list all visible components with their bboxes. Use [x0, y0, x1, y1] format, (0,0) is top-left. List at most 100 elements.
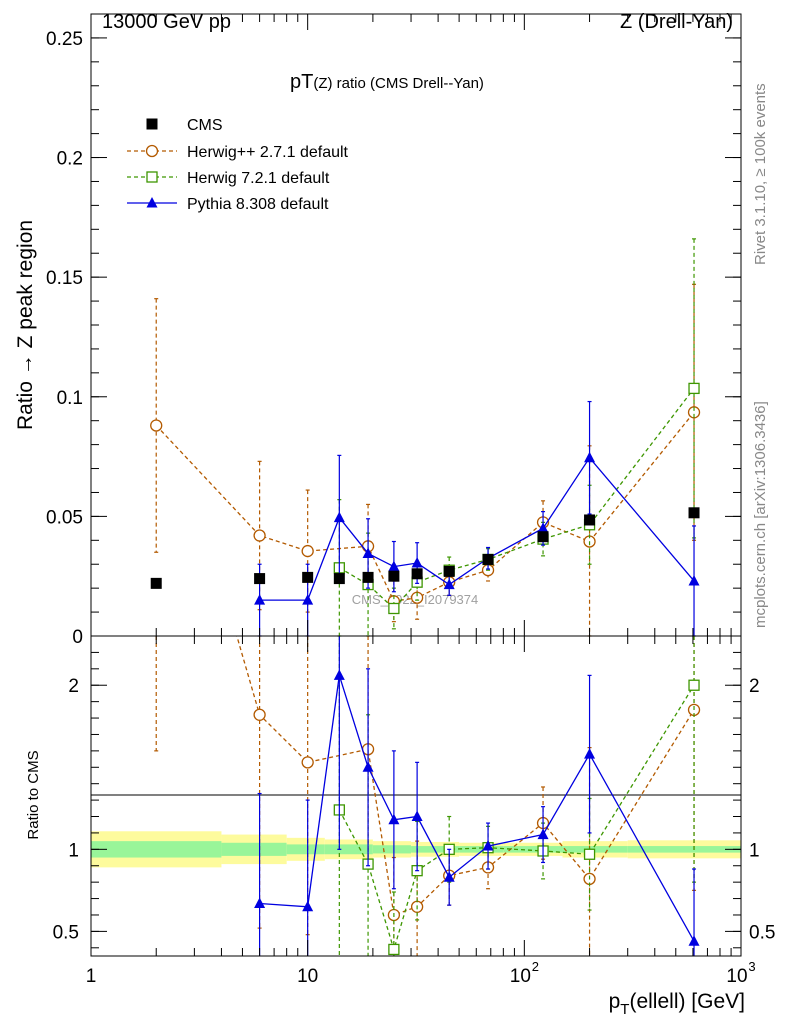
main-point-pythia-8-308-default [537, 522, 549, 533]
main-title: pT(Z) ratio (CMS Drell--Yan) [290, 71, 484, 93]
main-point-herwig-2-7-1-default [253, 529, 266, 542]
ratio-frame [90, 635, 742, 957]
ratio-bands [91, 831, 741, 868]
main-point-pythia-8-308-default [443, 578, 455, 590]
legend-entry-herwig-2-7-1-default: Herwig++ 2.7.1 default [127, 144, 349, 161]
main-point-herwig-2-7-1-default [410, 591, 424, 604]
ratio-point-herwig-2-7-1-default [253, 708, 266, 721]
main-point-herwig-7-2-1-default [388, 602, 400, 615]
main-ytick-label: 0.2 [57, 149, 83, 170]
ratio-band-inner [324, 844, 373, 855]
legend-entry-cms: CMS [146, 117, 223, 134]
main-series-layer [150, 238, 701, 637]
main-point-pythia-8-308-default [584, 451, 596, 463]
ratio-point-pythia-8-308-default [362, 761, 374, 772]
legend-entry-pythia-8-308-default: Pythia 8.308 default [127, 196, 329, 213]
main-ticks: 0 0.05 0.1 0.15 0.2 0.25 [46, 14, 742, 648]
main-ytick-label: 0.1 [57, 388, 83, 409]
ratio-point-pythia-8-308-default [537, 828, 549, 840]
ratio-band-inner [91, 841, 222, 858]
legend-label: Herwig++ 2.7.1 default [187, 144, 349, 161]
x-ticks: 1 10 10 2 10 3 [86, 636, 756, 987]
ratio-band-inner [372, 845, 412, 854]
legend-label: Herwig 7.2.1 default [187, 170, 330, 187]
header-right: Z (Drell-Yan) [620, 11, 733, 33]
main-line-herwig-7-2-1-default [339, 388, 695, 610]
x-tick-label: 10 [726, 966, 747, 987]
main-point-cms [333, 573, 345, 585]
xlabel-rest: (ellell) [GeV] [629, 990, 745, 1013]
x-tick-label-exponent: 2 [532, 959, 539, 974]
main-point-cms [388, 570, 400, 582]
legend-marker [146, 197, 158, 208]
main-ytick-label: 0 [72, 627, 83, 648]
main-point-pythia-8-308-default [362, 547, 374, 558]
ratio-line-pythia-8-308-default [259, 675, 695, 942]
ratio-point-pythia-8-308-default [302, 900, 314, 912]
x-tick-label-exponent: 3 [748, 959, 755, 974]
main-ylabel: Ratio → Z peak region [14, 220, 37, 430]
ratio-ytick-label-right: 1 [749, 840, 760, 861]
main-point-cms [537, 531, 549, 543]
main-series-cms [150, 507, 700, 589]
x-tick-label: 10 [510, 966, 531, 987]
x-tick-label: 1 [86, 966, 97, 987]
ratio-point-herwig-7-2-1-default [388, 943, 400, 956]
ratio-series-layer [154, 636, 701, 956]
main-series-herwig-2-7-1-default [150, 283, 701, 637]
xlabel-sub: T [620, 1001, 629, 1018]
main-point-pythia-8-308-default [688, 574, 700, 586]
ratio-ytick-label-left: 2 [68, 676, 79, 697]
main-ytick-label: 0.25 [46, 29, 83, 50]
main-point-herwig-2-7-1-default [150, 419, 163, 432]
legend-entry-herwig-7-2-1-default: Herwig 7.2.1 default [127, 170, 330, 187]
ratio-band-inner [627, 846, 741, 853]
ratio-point-pythia-8-308-default [482, 840, 494, 851]
ratio-point-pythia-8-308-default [254, 897, 266, 908]
ratio-point-pythia-8-308-default [411, 810, 423, 822]
ratio-point-pythia-8-308-default [688, 935, 700, 946]
main-point-pythia-8-308-default [302, 594, 314, 605]
ratio-point-pythia-8-308-default [584, 748, 596, 759]
main-point-herwig-7-2-1-default [688, 382, 700, 395]
ratio-line-herwig-7-2-1-default [338, 684, 695, 952]
main-series-pythia-8-308-default [254, 400, 700, 637]
legend-marker [146, 118, 158, 130]
main-line-herwig-2-7-1-default [155, 411, 695, 603]
main-point-herwig-2-7-1-default [301, 544, 314, 558]
legend-label: CMS [187, 117, 223, 134]
main-point-pythia-8-308-default [254, 594, 266, 605]
ratio-band-inner [459, 846, 504, 853]
main-ytick-label: 0.05 [46, 507, 83, 528]
ratio-ticks: 0.5 0.5 1 1 2 2 [53, 651, 775, 949]
ratio-ytick-label-right: 2 [749, 676, 760, 697]
ratio-ylabel: Ratio to CMS [25, 750, 42, 839]
ratio-ytick-label-left: 0.5 [53, 922, 79, 943]
legend-marker [146, 171, 158, 183]
main-point-cms [443, 565, 455, 577]
main-point-cms [411, 568, 423, 580]
main-point-cms [150, 577, 162, 589]
mcplots-label: mcplots.cern.ch [arXiv:1306.3436] [752, 401, 769, 628]
ratio-band-inner [221, 842, 287, 856]
main-point-cms [362, 571, 374, 583]
legend: CMS Herwig++ 2.7.1 default Herwig 7.2.1 de… [127, 117, 349, 213]
main-point-cms [584, 514, 596, 526]
ratio-point-herwig-7-2-1-default [688, 679, 700, 691]
x-axis-label: pT(ellell) [GeV] [609, 990, 745, 1018]
main-point-pythia-8-308-default [411, 557, 423, 568]
ratio-point-pythia-8-308-default [388, 813, 400, 825]
main-point-pythia-8-308-default [388, 560, 400, 572]
main-title-main: pT [290, 71, 313, 93]
ratio-ytick-label-right: 0.5 [749, 922, 775, 943]
rivet-label: Rivet 3.1.10, ≥ 100k events [752, 83, 769, 265]
ratio-point-pythia-8-308-default [443, 871, 455, 882]
main-point-cms [302, 571, 314, 583]
ratio-point-herwig-2-7-1-default [301, 756, 314, 769]
xlabel-main: p [609, 990, 621, 1013]
ratio-point-pythia-8-308-default [333, 669, 345, 680]
ratio-band-inner [503, 846, 563, 853]
header-left: 13000 GeV pp [102, 11, 231, 33]
main-point-pythia-8-308-default [333, 511, 345, 523]
ratio-band-inner [286, 844, 325, 855]
